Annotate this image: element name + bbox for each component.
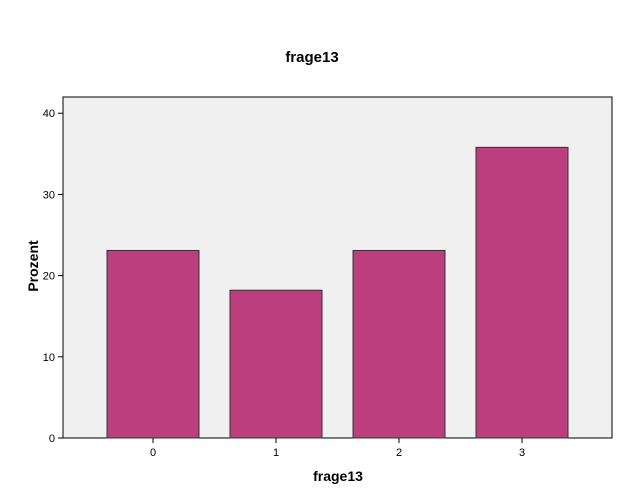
- bar: [475, 146, 569, 439]
- y-tick-label: 30: [43, 189, 55, 201]
- y-tick-label: 0: [49, 433, 55, 445]
- y-tick-label: 20: [43, 271, 55, 283]
- x-tick-label: 3: [519, 447, 525, 459]
- x-tick-label: 1: [273, 447, 279, 459]
- bar: [106, 249, 200, 439]
- y-tick-label: 40: [43, 108, 55, 120]
- x-axis-title: frage13: [313, 468, 363, 484]
- x-tick-label: 2: [396, 447, 402, 459]
- x-tick-label: 0: [150, 447, 156, 459]
- y-axis-title: Prozent: [25, 240, 41, 292]
- bar: [352, 249, 446, 439]
- chart-title: frage13: [285, 49, 338, 66]
- y-tick-label: 10: [43, 352, 55, 364]
- bar: [229, 289, 323, 439]
